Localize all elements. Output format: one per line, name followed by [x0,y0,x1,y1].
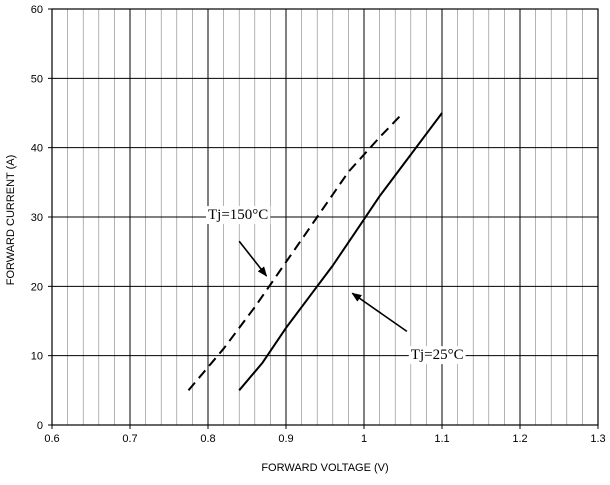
x-tick-label: 1.1 [434,433,449,445]
series-line-tj150 [187,112,404,391]
y-axis-title: FORWARD CURRENT (A) [5,155,17,286]
annotation-label: Tj=150°C [208,207,268,223]
plot-series [187,112,443,391]
x-tick-label: 1.3 [590,433,605,445]
annotation-label: Tj=25°C [411,347,464,363]
annotation-tj150: Tj=150°C [206,206,271,277]
x-tick-label: 1 [361,433,367,445]
x-tick-label: 0.6 [44,433,59,445]
y-tick-label: 50 [31,73,43,85]
series-line-tj25 [238,112,443,391]
axes: 0.6 0.7 0.8 0.9 1 1.1 1.2 1.3 0 10 20 30 40 50 60 [31,4,606,445]
annotation-label-bg [408,346,466,365]
annotation-tj25: Tj=25°C [351,292,466,365]
x-tick-label: 0.7 [122,433,137,445]
x-tick-label: 0.8 [200,433,215,445]
annotation-arrow [351,292,408,333]
annotation-label-bg [206,206,271,225]
y-tick-label: 30 [31,212,43,224]
x-tick-label: 1.2 [512,433,527,445]
y-tick-label: 10 [31,351,43,363]
y-tick-label: 20 [31,281,43,293]
y-tick-label: 0 [37,420,43,432]
grid [52,9,598,425]
y-tick-label: 40 [31,143,43,155]
annotations: Tj=150°C Tj=25°C [206,206,466,365]
annotation-arrow [238,240,268,277]
x-tick-label: 0.9 [278,433,293,445]
x-axis-title: FORWARD VOLTAGE (V) [261,462,388,474]
y-tick-label: 60 [31,4,43,16]
